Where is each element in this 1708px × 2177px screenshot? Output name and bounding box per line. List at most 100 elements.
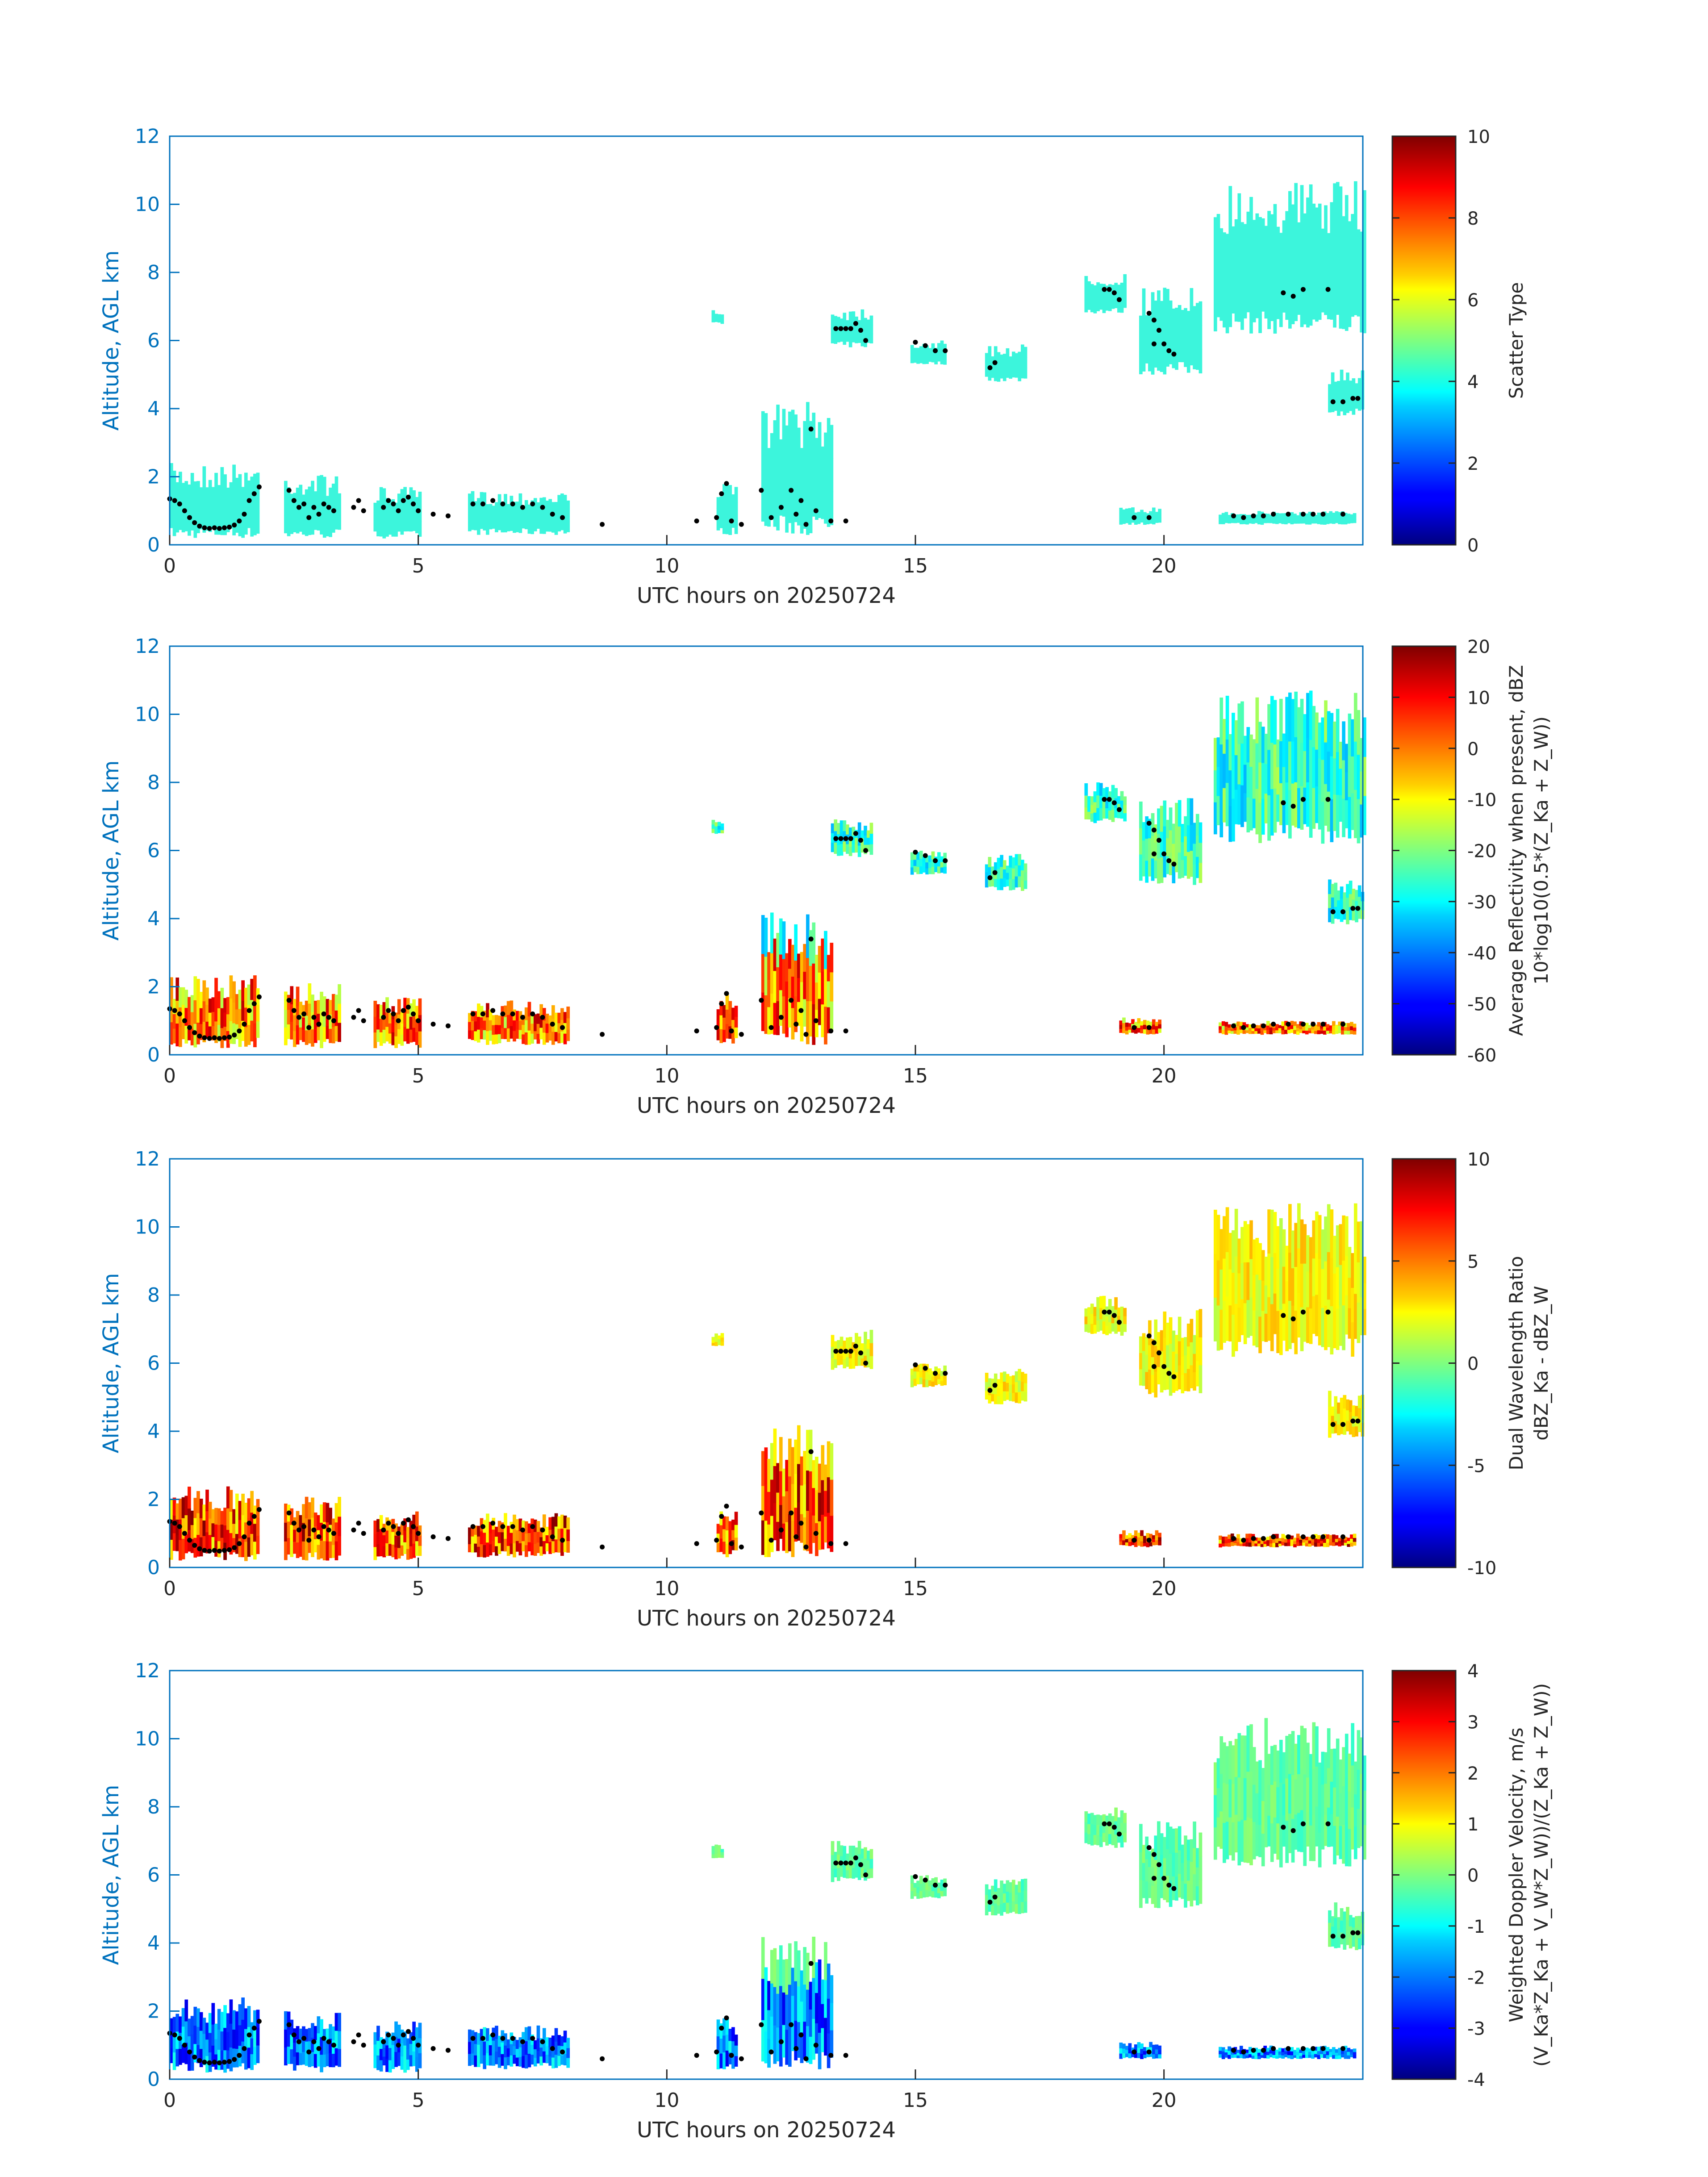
cloud-cell [1353,513,1357,517]
cloud-cell [1006,358,1010,368]
cloud-cell [1270,1823,1274,1862]
cloud-cell [1087,796,1091,804]
cloud-region [1328,879,1365,924]
cloud-cell [232,981,236,1003]
cloud-cell [994,346,998,359]
cloud-cell [518,506,522,520]
cloud-cell [170,485,173,507]
cloud-cell [385,2031,389,2046]
cloud-cell [1355,900,1358,912]
cloud-cell [1348,1753,1352,1792]
cloud-cell [1099,301,1103,310]
cloud-cell [196,1534,200,1557]
cloud-cell [244,1027,248,1047]
cloud-base-point [1146,1538,1152,1543]
cloud-base-point [237,2053,242,2058]
cloud-cell [821,2003,825,2028]
cloud-cell [1114,788,1118,798]
cloud-cell [1300,232,1304,280]
cloud-cell [1315,245,1319,284]
cloud-cell [1335,515,1339,519]
cloud-cell [1267,1784,1271,1816]
cloud-cell [1276,794,1280,822]
cloud-cell [308,1519,312,1537]
cloud-cell [1099,807,1103,821]
cloud-cell [1157,343,1161,371]
cloud-cell [406,520,410,531]
cloud-cell [1152,2049,1156,2055]
cloud-cell [1299,1028,1303,1033]
cloud-cell [296,2026,300,2039]
cloud-cell [985,1884,989,1895]
cloud-cell [1232,755,1235,799]
cloud-cell [1302,1025,1306,1028]
cloud-cell [379,519,383,537]
cloud-cell [486,2028,489,2041]
cloud-cell [1152,2054,1156,2059]
cloud-cell [554,2028,558,2042]
cloud-cell [235,2011,239,2031]
cloud-cell [412,2051,416,2066]
cloud-cell [860,322,864,334]
cloud-cell [1326,1534,1330,1539]
cloud-cell [716,1533,720,1543]
cloud-base-point [177,1524,182,1529]
cloud-cell [1294,183,1298,230]
cloud-cell [860,334,864,347]
cloud-cell [284,2011,288,2030]
cloud-cell [483,517,487,531]
cloud-cell [1237,1238,1241,1274]
cloud-cell [1228,1233,1232,1270]
cloud-cell [256,1004,260,1022]
cloud-cell [290,1508,294,1525]
cloud-cell [1337,392,1341,405]
cloud-cell [474,1011,478,1022]
cloud-cell [193,1498,197,1518]
cloud-cell [1339,1759,1343,1793]
cloud-base-point [500,1011,505,1016]
cloud-cell [172,514,176,536]
cloud-cell [806,1510,810,1551]
cloud-cell [779,990,783,1026]
cloud-cell [1339,1793,1343,1826]
cloud-cell [1257,2052,1261,2056]
cloud-base-point [246,498,252,503]
cloud-cell [1251,2052,1255,2056]
cloud-cell [1151,836,1155,859]
cloud-cell [563,495,567,508]
cloud-cell [1000,1880,1003,1893]
cloud-base-point [1132,515,1137,520]
cloud-base-point [843,1541,848,1546]
cloud-cell [1276,1823,1280,1860]
cloud-cell [1267,749,1271,795]
cloud-cell [226,2050,230,2069]
cloud-cell [1349,1411,1353,1424]
cloud-cell [1006,872,1010,880]
cloud-cell [1294,736,1298,782]
cloud-cell [1344,1537,1348,1540]
cloud-cell [922,1379,926,1387]
cloud-base-point [694,2053,699,2058]
cloud-cell [1276,1310,1280,1354]
cloud-cell [1317,1030,1321,1034]
cloud-cell [1090,1304,1094,1314]
cloud-cell [406,498,410,510]
cloud-base-point [351,505,356,510]
cloud-cell [1219,1229,1224,1270]
cloud-cell [287,519,291,536]
cloud-cell [848,311,852,324]
cloud-cell [1258,1792,1262,1825]
cloud-cell [1195,1848,1199,1868]
cloud-base-point [1286,1534,1291,1539]
cloud-cell [545,500,549,511]
cloud-cell [1175,349,1178,370]
cloud-cell [1269,1539,1273,1544]
cloud-cell [1184,308,1187,328]
cloud-cell [761,1978,765,2020]
cloud-cell [320,1504,323,1523]
cloud-cell [764,450,768,489]
cloud-base-point [187,2049,192,2055]
cloud-cell [714,1341,718,1346]
cloud-cell [776,1001,780,1035]
cloud-base-point [251,491,257,497]
